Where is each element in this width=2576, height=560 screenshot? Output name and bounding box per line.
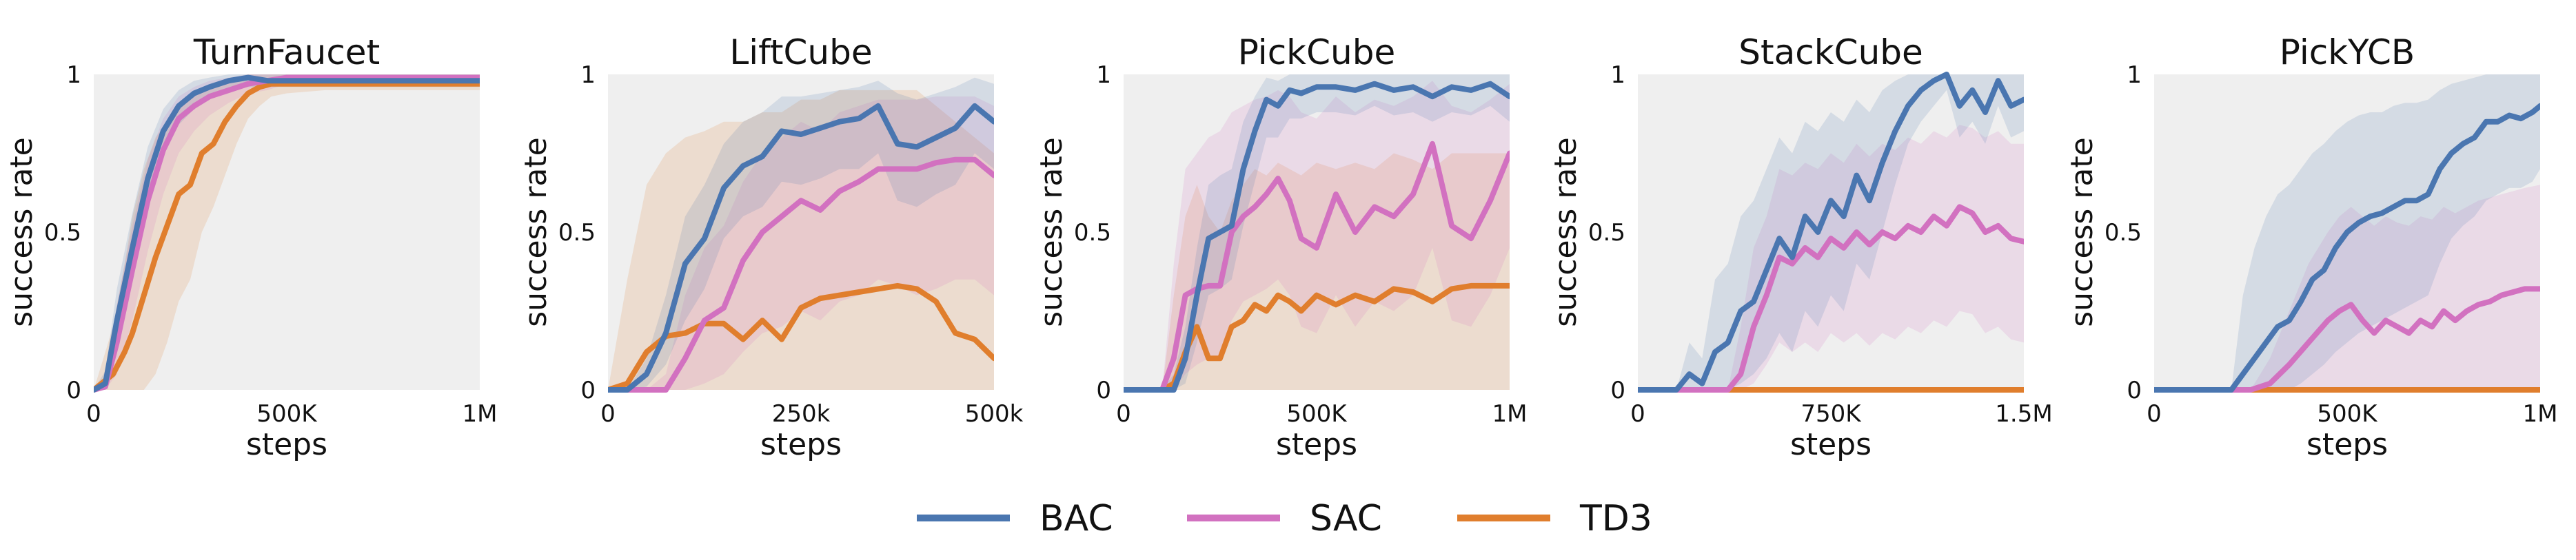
plot-series (1638, 72, 2024, 393)
panel-title: PickCube (1238, 32, 1396, 72)
y-tick-label: 1 (1610, 61, 1625, 89)
band-bac (1638, 74, 2024, 390)
panel-stackcube: 0 750K 1.5M 0 0.5 1 StackCube steps success rate (1548, 32, 2053, 462)
x-tick-label: 500K (256, 400, 318, 428)
y-tick-label: 1 (1096, 61, 1111, 89)
line-bac (1638, 72, 2024, 393)
y-axis-label: success rate (1548, 137, 1583, 326)
band-bac (608, 77, 994, 390)
y-tick-label: 0.5 (558, 219, 596, 247)
x-axis-label: steps (1790, 427, 1872, 462)
x-axis-label: steps (760, 427, 842, 462)
legend-label-sac: SAC (1310, 498, 1382, 539)
x-tick-label: 1.5M (1995, 400, 2052, 428)
panel-turnfaucet: 0 500K 1M 0 0.5 1 TurnFaucet steps success rate (4, 32, 497, 462)
y-tick-label: 1 (2127, 61, 2142, 89)
y-axis-label: success rate (1034, 137, 1069, 326)
line-td3 (608, 282, 994, 393)
panel-title: StackCube (1738, 32, 1923, 72)
y-tick-label: 0 (1096, 377, 1111, 404)
y-tick-label: 0.5 (44, 219, 81, 247)
band-td3 (608, 90, 994, 390)
x-tick-label: 0 (1630, 400, 1645, 428)
x-tick-label: 1M (1492, 400, 1528, 428)
line-td3 (1124, 282, 1510, 393)
plot-series (2154, 74, 2540, 393)
panel-pickcube: 0 500K 1M 0 0.5 1 PickCube steps success rate (1034, 32, 1527, 462)
y-tick-label: 0 (2127, 377, 2142, 404)
x-tick-label: 1M (463, 400, 498, 428)
legend: BAC SAC TD3 (917, 498, 1652, 539)
y-axis-label: success rate (2065, 137, 2100, 326)
x-tick-label: 1M (2523, 400, 2558, 428)
x-tick-label: 250k (772, 400, 831, 428)
line-sac (1638, 204, 2024, 393)
panel-title: PickYCB (2280, 32, 2415, 72)
plot-area (1638, 74, 2024, 390)
y-axis-label: success rate (518, 137, 554, 326)
y-tick-label: 0 (580, 377, 596, 404)
y-tick-label: 0 (1610, 377, 1625, 404)
band-td3 (94, 74, 480, 390)
band-sac (1638, 125, 2024, 391)
line-sac (94, 74, 480, 393)
panel-liftcube: 0 250k 500k 0 0.5 1 LiftCube steps success rate (518, 32, 1024, 462)
plot-area (94, 74, 480, 390)
x-axis-label: steps (2306, 427, 2388, 462)
y-axis-label: success rate (4, 137, 39, 326)
y-tick-label: 0 (66, 377, 81, 404)
y-tick-label: 0.5 (1074, 219, 1111, 247)
band-sac (2154, 185, 2540, 390)
x-tick-label: 0 (1116, 400, 1131, 428)
band-td3 (1124, 153, 1510, 390)
legend-label-bac: BAC (1039, 498, 1113, 539)
x-tick-label: 0 (600, 400, 616, 428)
panel-title: LiftCube (729, 32, 872, 72)
x-tick-label: 0 (2147, 400, 2162, 428)
x-axis-label: steps (246, 427, 327, 462)
y-tick-label: 0.5 (2105, 219, 2142, 247)
x-tick-label: 500k (965, 400, 1024, 428)
legend-label-td3: TD3 (1579, 498, 1652, 539)
y-tick-label: 0.5 (1588, 219, 1625, 247)
line-sac (608, 156, 994, 393)
x-axis-label: steps (1276, 427, 1357, 462)
x-tick-label: 500K (2317, 400, 2378, 428)
plot-series (608, 77, 994, 393)
plot-series (94, 74, 480, 393)
y-tick-label: 1 (66, 61, 81, 89)
y-tick-label: 1 (580, 61, 596, 89)
x-tick-label: 0 (86, 400, 101, 428)
band-bac (1124, 74, 1510, 390)
line-sac (2154, 286, 2540, 393)
line-td3 (94, 81, 480, 393)
line-bac (608, 103, 994, 393)
band-sac (1124, 81, 1510, 390)
line-bac (94, 74, 480, 393)
plot-series (1124, 74, 1510, 393)
panel-pickycb: 0 500K 1M 0 0.5 1 PickYCB steps success rate (2065, 32, 2557, 462)
x-tick-label: 750K (1801, 400, 1862, 428)
line-bac (2154, 103, 2540, 393)
x-tick-label: 500K (1286, 400, 1348, 428)
line-bac (1124, 81, 1510, 393)
panel-title: TurnFaucet (193, 32, 380, 72)
